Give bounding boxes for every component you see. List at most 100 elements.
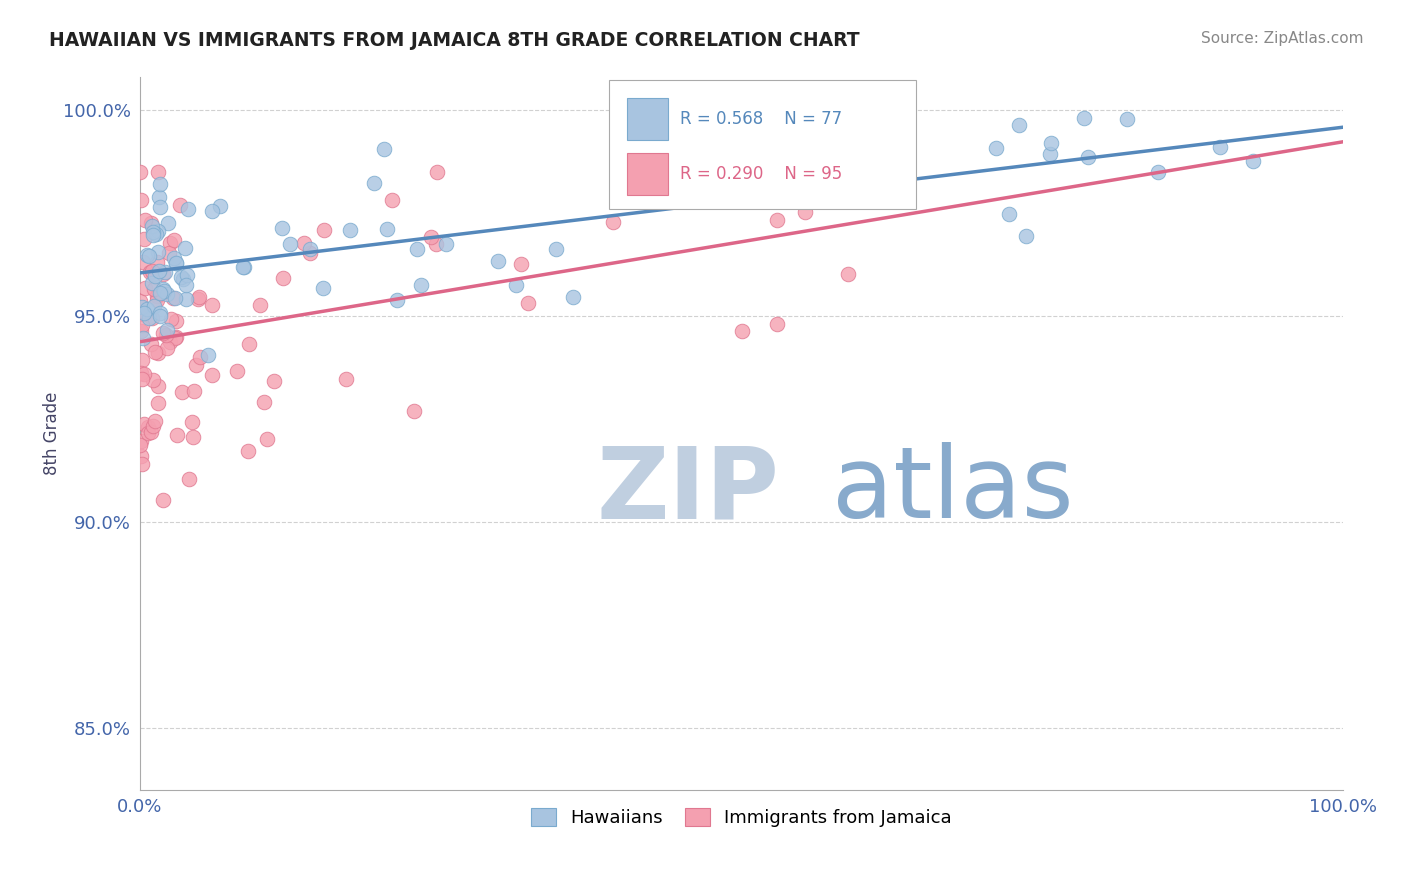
Point [997, 206, 1019, 220]
Point [135, 248, 157, 262]
Point [183, 384, 205, 399]
Point [232, 260, 254, 274]
Point [544, 242, 567, 256]
Point [201, 368, 224, 382]
Point [174, 292, 197, 306]
Point [174, 241, 197, 255]
Point [363, 176, 385, 190]
Point [139, 216, 162, 230]
Point [132, 255, 155, 269]
Point [624, 190, 647, 204]
Point [134, 232, 156, 246]
Point [146, 293, 169, 307]
Point [177, 472, 200, 486]
Point [236, 444, 259, 458]
Point [402, 403, 425, 417]
Point [146, 345, 169, 359]
Text: HAWAIIAN VS IMMIGRANTS FROM JAMAICA 8TH GRADE CORRELATION CHART: HAWAIIAN VS IMMIGRANTS FROM JAMAICA 8TH … [49, 31, 860, 50]
Point [505, 277, 527, 292]
Point [143, 268, 166, 283]
Point [1147, 165, 1170, 179]
Point [176, 268, 198, 283]
Point [129, 366, 152, 380]
Point [145, 255, 167, 269]
Point [434, 236, 457, 251]
Point [131, 449, 153, 463]
Point [157, 217, 180, 231]
Point [486, 253, 509, 268]
Point [152, 326, 174, 340]
Point [162, 291, 184, 305]
Point [169, 198, 191, 212]
Point [160, 312, 183, 326]
Point [129, 438, 152, 452]
Point [165, 330, 187, 344]
Point [148, 263, 170, 277]
Point [602, 215, 624, 229]
Point [134, 212, 156, 227]
Point [165, 256, 187, 270]
Point [409, 278, 432, 293]
Point [1115, 112, 1137, 127]
Point [134, 281, 156, 295]
Point [294, 235, 316, 250]
Point [226, 364, 249, 378]
Point [159, 335, 181, 350]
Point [142, 227, 165, 242]
Point [1038, 147, 1060, 161]
Legend: Hawaiians, Immigrants from Jamaica: Hawaiians, Immigrants from Jamaica [523, 801, 959, 834]
Point [312, 223, 335, 237]
Point [253, 395, 276, 409]
Point [1073, 112, 1095, 126]
FancyBboxPatch shape [609, 79, 915, 210]
Point [183, 430, 205, 444]
Point [131, 372, 153, 386]
Point [249, 298, 271, 312]
Point [148, 378, 170, 392]
Text: Source: ZipAtlas.com: Source: ZipAtlas.com [1201, 31, 1364, 46]
Point [562, 290, 585, 304]
Point [141, 425, 163, 440]
Point [149, 305, 172, 319]
Point [165, 331, 187, 345]
Point [1241, 154, 1264, 169]
Point [163, 291, 186, 305]
Point [131, 457, 153, 471]
Point [142, 225, 165, 239]
Point [155, 328, 177, 343]
Point [138, 420, 160, 434]
Y-axis label: 8th Grade: 8th Grade [44, 392, 60, 475]
Point [177, 202, 200, 217]
Point [146, 289, 169, 303]
Point [131, 318, 153, 332]
Point [141, 264, 163, 278]
Point [141, 310, 163, 325]
FancyBboxPatch shape [627, 153, 668, 194]
Point [616, 167, 638, 181]
Point [132, 417, 155, 431]
Point [174, 278, 197, 293]
Point [149, 177, 172, 191]
Point [142, 299, 165, 313]
Point [131, 307, 153, 321]
Point [263, 374, 285, 388]
Point [1008, 118, 1031, 132]
Point [766, 318, 789, 332]
Point [172, 272, 194, 286]
Point [143, 414, 166, 428]
Point [298, 242, 321, 256]
Point [256, 432, 278, 446]
Point [740, 150, 762, 164]
Point [153, 264, 176, 278]
Point [271, 271, 294, 285]
Point [146, 224, 169, 238]
Point [381, 193, 404, 207]
Point [299, 245, 322, 260]
Point [139, 337, 162, 351]
Point [153, 284, 176, 298]
FancyBboxPatch shape [627, 98, 668, 140]
Point [156, 323, 179, 337]
Point [703, 171, 725, 186]
Point [159, 236, 181, 251]
Point [152, 282, 174, 296]
